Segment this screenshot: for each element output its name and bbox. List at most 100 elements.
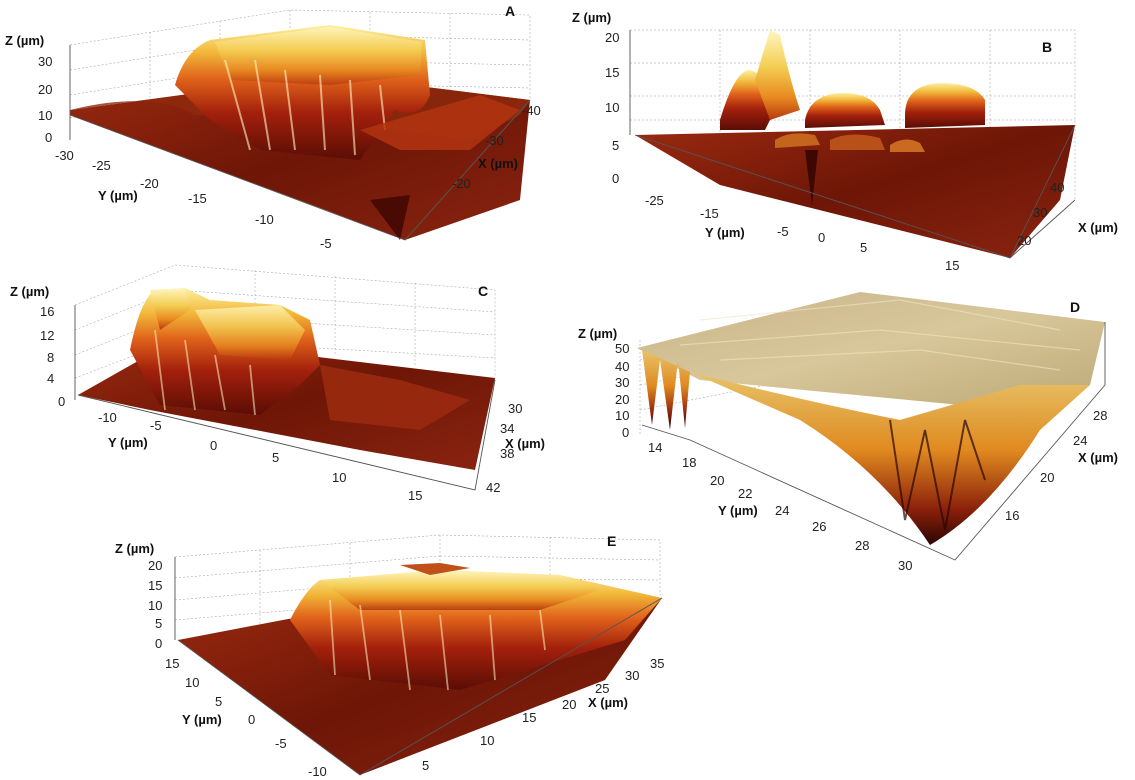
panel-b-y-ticks: -25 -15 -5 0 5 15: [645, 193, 959, 273]
panel-e-z-label: Z (µm): [115, 541, 154, 556]
panel-c-z-label: Z (µm): [10, 284, 49, 299]
panel-c-x-tick: 42: [486, 480, 500, 495]
panel-c-y-tick: -10: [98, 410, 117, 425]
panel-b-z-tick: 15: [605, 65, 619, 80]
panel-c-z-tick: 0: [58, 394, 65, 409]
panel-a-y-ticks: -30 -25 -20 -15 -10 -5: [55, 148, 332, 251]
panel-d-y-tick: 28: [855, 538, 869, 553]
panel-e-z-tick: 5: [155, 616, 162, 631]
panel-a-z-tick: 0: [45, 130, 52, 145]
panel-c-y-tick: 15: [408, 488, 422, 503]
panel-b-z-tick: 10: [605, 100, 619, 115]
panel-b-z-label: Z (µm): [572, 10, 611, 25]
panel-e-y-label: Y (µm): [182, 712, 222, 727]
panel-d-z-label: Z (µm): [578, 326, 617, 341]
panel-c-x-tick: 38: [500, 446, 514, 461]
panel-d-y-tick: 24: [775, 503, 789, 518]
panel-d-z-tick: 0: [622, 425, 629, 440]
panel-c-y-tick: 10: [332, 470, 346, 485]
panel-b-y-label: Y (µm): [705, 225, 745, 240]
panel-d-y-tick: 20: [710, 473, 724, 488]
panel-e-x-tick: 30: [625, 668, 639, 683]
panel-c-x-tick: 34: [500, 421, 514, 436]
panel-c-y-tick: -5: [150, 418, 162, 433]
panel-a-z-ticks: 30 20 10 0: [38, 54, 52, 145]
panel-b-z-tick: 5: [612, 138, 619, 153]
panel-e-x-tick: 5: [422, 758, 429, 773]
panel-b-z-tick: 0: [612, 171, 619, 186]
panel-d-x-tick: 28: [1093, 408, 1107, 423]
panel-b-x-tick: 40: [1050, 180, 1064, 195]
panel-e: E Z (µm) 20 15 10 5 0 35 30 25 20 15 10 …: [115, 533, 664, 779]
panel-c-z-ticks: 16 12 8 4 0: [40, 304, 65, 409]
panel-c-y-ticks: -10 -5 0 5 10 15: [98, 410, 422, 503]
panel-d-z-tick: 10: [615, 408, 629, 423]
panel-a-y-label: Y (µm): [98, 188, 138, 203]
panel-e-x-tick: 10: [480, 733, 494, 748]
panel-d: D Z (µm) 50 40 30 20 10 0 28 24 20 16 X …: [578, 292, 1118, 573]
panel-c-z-tick: 12: [40, 328, 54, 343]
panel-b-x-tick: 30: [1033, 205, 1047, 220]
panel-d-z-tick: 30: [615, 375, 629, 390]
panel-a-x-ticks: -40 -30 -20: [452, 103, 541, 191]
panel-e-z-tick: 20: [148, 558, 162, 573]
panel-c-y-tick: 5: [272, 450, 279, 465]
panel-d-y-tick: 22: [738, 486, 752, 501]
panel-e-z-tick: 10: [148, 598, 162, 613]
panel-b-y-tick: -5: [777, 224, 789, 239]
panel-e-x-label: X (µm): [588, 695, 628, 710]
panel-a-x-tick: -20: [452, 176, 471, 191]
panel-b-letter: B: [1042, 39, 1052, 55]
panel-d-x-label: X (µm): [1078, 450, 1118, 465]
panel-e-y-tick: -5: [275, 736, 287, 751]
panel-e-z-tick: 0: [155, 636, 162, 651]
panel-e-z-tick: 15: [148, 578, 162, 593]
panel-a-y-tick: -30: [55, 148, 74, 163]
panel-e-x-ticks: 35 30 25 20 15 10 5: [422, 656, 664, 773]
panel-c-x-tick: 30: [508, 401, 522, 416]
panel-e-y-ticks: 15 10 5 0 -5 -10: [165, 656, 327, 779]
panel-a-x-tick: -40: [522, 103, 541, 118]
panel-d-y-tick: 30: [898, 558, 912, 573]
panel-d-z-tick: 40: [615, 359, 629, 374]
panel-a-letter: A: [505, 3, 515, 19]
panel-a-y-tick: -5: [320, 236, 332, 251]
panel-d-x-ticks: 28 24 20 16: [1005, 408, 1107, 523]
panel-d-y-label: Y (µm): [718, 503, 758, 518]
panel-d-y-ticks: 14 18 20 22 24 26 28 30: [648, 440, 912, 573]
panel-e-z-ticks: 20 15 10 5 0: [148, 558, 162, 651]
panel-a-x-tick: -30: [485, 133, 504, 148]
panel-c: C Z (µm) 16 12 8 4 0 30 34 38 42 X (µm) …: [10, 264, 545, 503]
panel-e-x-tick: 15: [522, 710, 536, 725]
panel-d-z-tick: 50: [615, 341, 629, 356]
panel-a-z-tick: 30: [38, 54, 52, 69]
panel-b-x-ticks: 40 30 20: [1017, 180, 1064, 248]
panel-e-y-tick: 5: [215, 694, 222, 709]
panel-a-z-label: Z (µm): [5, 33, 44, 48]
panel-b-y-tick: 15: [945, 258, 959, 273]
panel-b-z-ticks: 20 15 10 5 0: [605, 30, 619, 186]
panel-e-y-tick: -10: [308, 764, 327, 779]
panel-c-z-tick: 16: [40, 304, 54, 319]
panel-a-y-tick: -10: [255, 212, 274, 227]
panel-c-y-label: Y (µm): [108, 435, 148, 450]
panel-c-y-tick: 0: [210, 438, 217, 453]
panel-c-z-tick: 8: [47, 350, 54, 365]
panel-d-x-tick: 20: [1040, 470, 1054, 485]
panel-a: A Z (µm) 30 20 10 0 -40 -30 -20 X (µm) -…: [5, 3, 541, 251]
panel-b: B Z (µm) 20 15 10 5 0 40 30 20 X (µm) -2…: [572, 10, 1118, 273]
panel-b-y-tick: -25: [645, 193, 664, 208]
panel-e-x-tick: 25: [595, 681, 609, 696]
panel-e-x-tick: 20: [562, 697, 576, 712]
panel-b-z-tick: 20: [605, 30, 619, 45]
panel-a-z-tick: 10: [38, 108, 52, 123]
panel-e-y-tick: 15: [165, 656, 179, 671]
panel-d-x-tick: 24: [1073, 433, 1087, 448]
panel-a-x-label: X (µm): [478, 156, 518, 171]
panel-b-y-tick: -15: [700, 206, 719, 221]
panel-d-letter: D: [1070, 299, 1080, 315]
panel-a-y-tick: -20: [140, 176, 159, 191]
panel-b-x-tick: 20: [1017, 233, 1031, 248]
panel-a-y-tick: -25: [92, 158, 111, 173]
